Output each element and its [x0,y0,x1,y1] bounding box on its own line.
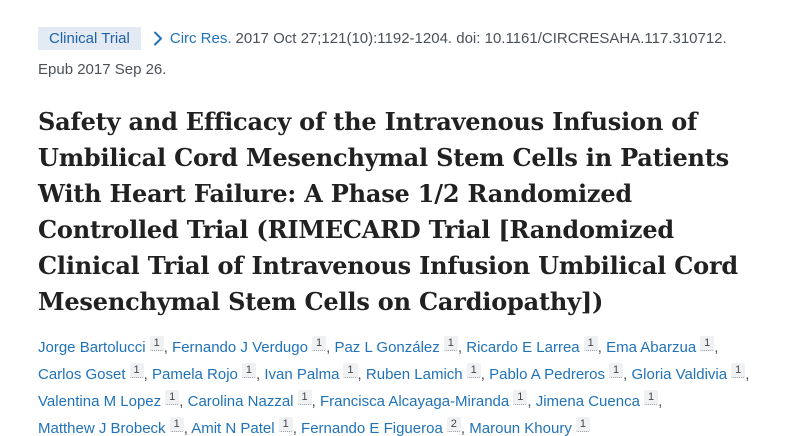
author-link[interactable]: Carlos Goset [38,366,126,383]
author-link[interactable]: Fernando J Verdugo [172,339,308,356]
author-separator: , [292,420,302,436]
author-separator: , [143,366,153,383]
author-separator: , [658,393,663,410]
author-link[interactable]: Ruben Lamich [365,366,463,383]
affiliation-number[interactable]: 1 [643,390,659,405]
citation-line: Circ Res. 2017 Oct 27;121(10):1192-1204. … [170,27,727,50]
author-link[interactable]: Francisca Alcayaga-Miranda [319,393,510,410]
affiliation-number[interactable]: 2 [446,417,461,432]
author-separator: , [460,420,470,436]
page-title: Safety and Efficacy of the Intravenous I… [38,104,775,320]
author-separator: , [597,339,607,356]
author-separator: , [745,366,750,383]
affiliation-number[interactable]: 1 [311,336,327,351]
affiliation-number[interactable]: 1 [149,336,164,351]
author-line: Jorge Bartolucci 1, Fernando J Verdugo 1, … [38,334,775,361]
chevron-right-icon [153,31,163,46]
author-separator: , [311,393,320,410]
author-link[interactable]: Jimena Cuenca [535,393,640,410]
author-line: Matthew J Brobeck 1, Amit N Patel 1, Ferna… [38,415,775,436]
title-line: Controlled Trial (RIMECARD Trial [Random… [38,215,674,244]
affiliation-number[interactable]: 1 [466,363,481,378]
author-separator: , [457,339,467,356]
affiliation-number[interactable]: 1 [278,417,293,432]
affiliation-number[interactable]: 1 [575,417,590,432]
author-link[interactable]: Valentina M Lopez [38,393,162,410]
author-link[interactable]: Ema Abarzua [606,339,697,356]
epub-date-text: Epub 2017 Sep 26. [38,61,167,78]
journal-link[interactable]: Circ Res. [169,30,232,47]
author-link[interactable]: Pamela Rojo [152,366,238,383]
affiliation-number[interactable]: 1 [443,336,458,351]
author-separator: , [163,339,173,356]
affiliation-number[interactable]: 1 [129,363,144,378]
affiliation-number[interactable]: 1 [343,363,358,378]
author-link[interactable]: Gloria Valdivia [631,366,728,383]
citation-text: 2017 Oct 27;121(10):1192-1204. doi: 10.1… [235,30,727,47]
author-link[interactable]: Ricardo E Larrea [466,339,580,356]
author-line: Carlos Goset 1, Pamela Rojo 1, Ivan Palma 1… [38,361,775,388]
author-list: Jorge Bartolucci 1, Fernando J Verdugo 1, … [38,334,775,436]
citation-row: Clinical Trial Circ Res. 2017 Oct 27;121(… [38,27,775,50]
author-link[interactable]: Pablo A Pedreros [489,366,606,383]
affiliation-number[interactable]: 1 [297,390,312,405]
author-separator: , [183,420,192,436]
title-line: Clinical Trial of Intravenous Infusion U… [38,251,738,280]
affiliation-number[interactable]: 1 [583,336,598,351]
author-link[interactable]: Maroun Khoury [469,420,572,436]
title-line: Mesenchymal Stem Cells on Cardiopathy]) [38,287,604,316]
affiliation-number[interactable]: 1 [731,363,746,378]
author-separator: , [256,366,265,383]
affiliation-number[interactable]: 1 [700,336,715,351]
author-separator: , [714,339,719,356]
author-separator: , [623,366,632,383]
author-link[interactable]: Ivan Palma [264,366,340,383]
title-line: Safety and Efficacy of the Intravenous I… [38,107,698,136]
author-link[interactable]: Jorge Bartolucci [38,339,146,356]
affiliation-number[interactable]: 1 [165,390,180,405]
affiliation-number[interactable]: 1 [241,363,257,378]
publication-type-badge[interactable]: Clinical Trial [38,27,141,50]
author-link[interactable]: Amit N Patel [191,420,275,436]
author-separator: , [527,393,536,410]
title-line: Umbilical Cord Mesenchymal Stem Cells in… [38,143,729,172]
author-line: Valentina M Lopez 1, Carolina Nazzal 1, Fr… [38,388,775,415]
affiliation-number[interactable]: 1 [169,417,184,432]
author-link[interactable]: Carolina Nazzal [187,393,294,410]
author-separator: , [326,339,335,356]
author-separator: , [179,393,188,410]
title-line: With Heart Failure: A Phase 1/2 Randomiz… [38,179,632,208]
author-link[interactable]: Matthew J Brobeck [38,420,166,436]
author-link[interactable]: Fernando E Figueroa [301,420,443,436]
author-separator: , [357,366,366,383]
affiliation-number[interactable]: 1 [609,363,624,378]
author-link[interactable]: Paz L González [334,339,440,356]
affiliation-number[interactable]: 1 [513,390,528,405]
author-separator: , [480,366,490,383]
